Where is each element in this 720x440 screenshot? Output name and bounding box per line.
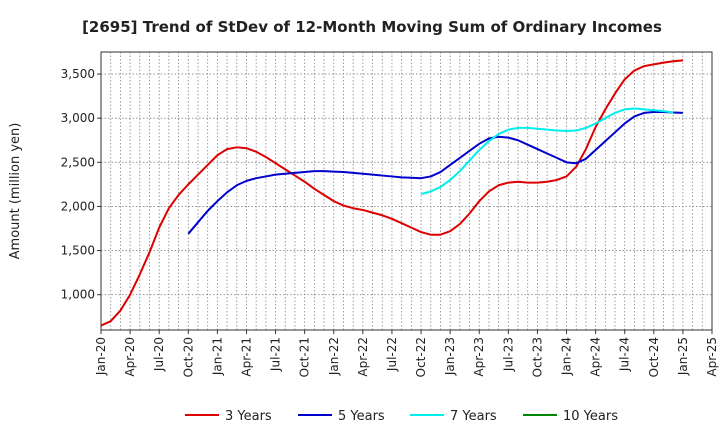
y-axis-label: Amount (million yen) bbox=[8, 123, 23, 260]
x-tick-label: Jul-24 bbox=[618, 337, 632, 372]
x-tick-label: Apr-23 bbox=[472, 337, 486, 377]
x-tick-label: Jan-23 bbox=[443, 337, 457, 376]
x-tick-label: Jan-25 bbox=[676, 337, 690, 376]
x-tick-label: Jan-24 bbox=[560, 337, 574, 376]
legend: 3 Years 5 Years 7 Years 10 Years bbox=[185, 409, 618, 424]
x-tick-label: Jul-22 bbox=[385, 337, 399, 372]
chart-title: [2695] Trend of StDev of 12-Month Moving… bbox=[82, 18, 662, 36]
x-tick-label: Jan-22 bbox=[327, 337, 341, 376]
x-tick-label: Jul-23 bbox=[501, 337, 515, 372]
y-tick-label: 2,500 bbox=[61, 155, 95, 169]
series-lines bbox=[100, 59, 683, 327]
x-tick-label: Apr-20 bbox=[123, 337, 137, 377]
x-tick-label: Apr-22 bbox=[356, 337, 370, 377]
x-tick-label: Oct-20 bbox=[181, 337, 195, 377]
x-tick-label: Oct-22 bbox=[414, 337, 428, 377]
x-tick-label: Jul-20 bbox=[152, 337, 166, 372]
x-tick-label: Apr-24 bbox=[589, 337, 603, 377]
x-tick-label: Apr-21 bbox=[239, 337, 253, 377]
legend-label: 10 Years bbox=[563, 409, 618, 424]
y-tick-label: 1,000 bbox=[61, 288, 95, 302]
y-axis: 1,000 1,500 2,000 2,500 3,000 3,500 bbox=[61, 67, 101, 302]
legend-label: 7 Years bbox=[450, 409, 497, 424]
series-line-7-years bbox=[420, 107, 674, 196]
series-line-3-years bbox=[100, 59, 683, 327]
x-tick-label: Jul-21 bbox=[269, 337, 283, 372]
x-tick-label: Oct-23 bbox=[530, 337, 544, 377]
x-tick-label: Apr-25 bbox=[705, 337, 719, 377]
y-tick-label: 2,000 bbox=[61, 199, 95, 213]
plot-area bbox=[100, 51, 713, 331]
x-axis: Jan-20 Apr-20 Jul-20 Oct-20 Jan-21 Apr-21 Jul-… bbox=[94, 330, 719, 377]
y-tick-label: 1,500 bbox=[61, 244, 95, 258]
legend-label: 3 Years bbox=[225, 409, 272, 424]
x-tick-label: Oct-21 bbox=[298, 337, 312, 377]
legend-label: 5 Years bbox=[338, 409, 385, 424]
x-tick-label: Jan-21 bbox=[210, 337, 224, 376]
y-tick-label: 3,500 bbox=[61, 67, 95, 81]
x-tick-label: Oct-24 bbox=[647, 337, 661, 377]
y-tick-label: 3,000 bbox=[61, 111, 95, 125]
series-line-5-years bbox=[187, 111, 683, 235]
x-tick-label: Jan-20 bbox=[94, 337, 108, 376]
grid bbox=[101, 52, 712, 330]
